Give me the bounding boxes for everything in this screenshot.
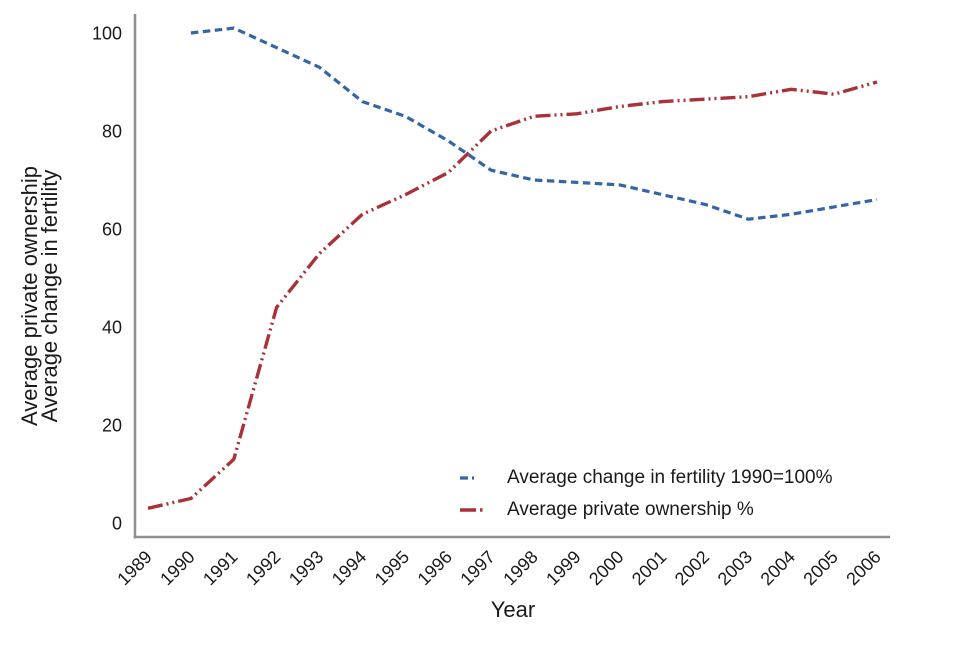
- data-series: [147, 26, 878, 510]
- legend: Average change in fertility 1990=100% Av…: [459, 462, 833, 526]
- x-tick-label: 1989: [113, 547, 155, 589]
- x-tick-label: 1996: [414, 547, 456, 589]
- y-axis-title-line2: Average change in fertility: [37, 169, 62, 423]
- legend-item-ownership: Average private ownership %: [459, 494, 833, 526]
- x-tick-label: 1994: [328, 547, 370, 589]
- y-tick-labels: 0 20 40 60 80 100: [92, 24, 122, 534]
- x-tick-label: 1992: [242, 547, 284, 589]
- x-tick-label: 2003: [714, 547, 756, 589]
- legend-label-ownership: Average private ownership %: [507, 499, 754, 520]
- ownership-line-sample-icon: [460, 508, 494, 512]
- x-axis-title: Year: [490, 597, 536, 622]
- x-tick-label: 1995: [371, 547, 413, 589]
- x-tick-label: 2001: [628, 547, 670, 589]
- y-tick-label: 80: [102, 122, 122, 142]
- x-tick-label: 2002: [671, 547, 713, 589]
- x-tick-label: 1999: [542, 547, 584, 589]
- x-tick-label: 1993: [285, 547, 327, 589]
- x-tick-label: 2004: [757, 547, 799, 589]
- y-tick-label: 0: [112, 514, 122, 534]
- x-tick-labels: 1989 1990 1991 1992 1993 1994 1995 1996 1997 1998…: [113, 547, 884, 589]
- y-tick-label: 60: [102, 220, 122, 240]
- y-tick-label: 40: [102, 318, 122, 338]
- x-tick-label: 1997: [456, 547, 498, 589]
- x-tick-label: 1990: [156, 547, 198, 589]
- fertility-line-sample-icon: [460, 476, 494, 480]
- legend-label-fertility: Average change in fertility 1990=100%: [507, 467, 833, 488]
- y-tick-label: 100: [92, 24, 122, 44]
- x-tick-label: 2000: [585, 547, 627, 589]
- series-line: [147, 80, 878, 510]
- y-tick-label: 20: [102, 416, 122, 436]
- x-tick-label: 2006: [842, 547, 884, 589]
- x-tick-label: 2005: [799, 547, 841, 589]
- series-line: [190, 26, 878, 221]
- x-tick-label: 1998: [499, 547, 541, 589]
- x-tick-label: 1991: [199, 547, 241, 589]
- legend-item-fertility: Average change in fertility 1990=100%: [459, 462, 833, 494]
